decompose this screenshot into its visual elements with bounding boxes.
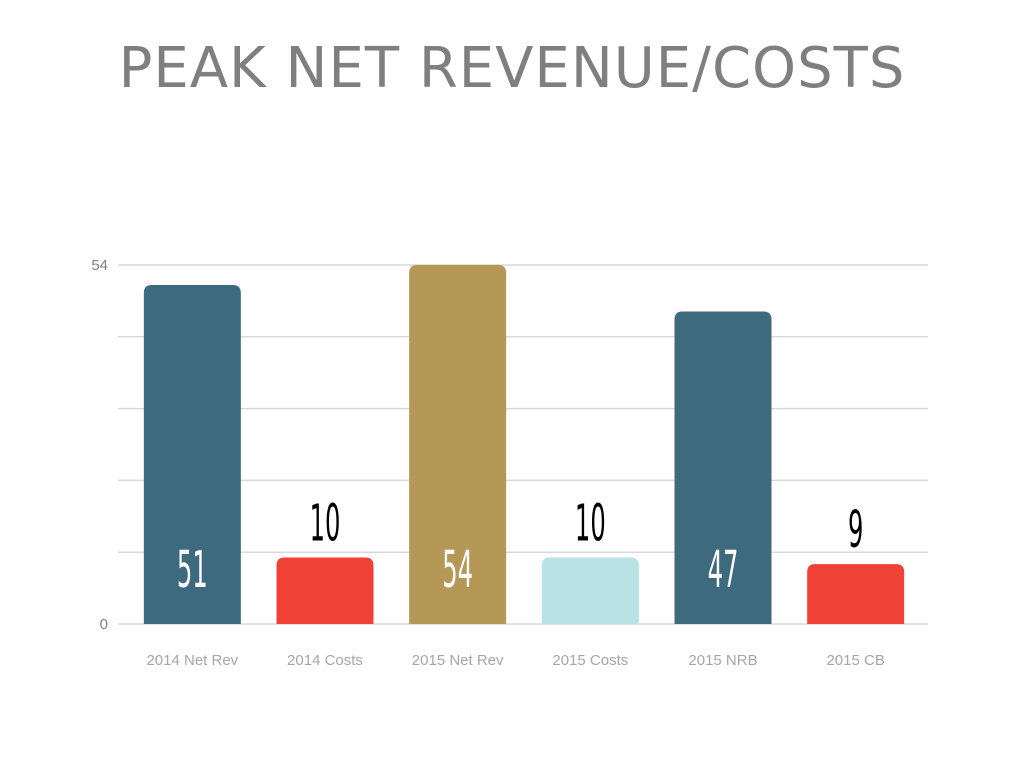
data-label: 10 (310, 495, 341, 554)
chart-title: PEAK NET REVENUE/COSTS (118, 36, 906, 101)
data-label: 10 (575, 495, 606, 554)
data-label: 51 (177, 541, 208, 600)
bar-2014-costs (276, 557, 374, 624)
x-tick-label: 2014 Costs (287, 652, 363, 669)
axis-labels: 0 54 2014 Net Rev 2014 Costs 2015 Net Rev 201… (91, 257, 885, 669)
data-label: 9 (848, 501, 863, 560)
y-tick-label: 0 (100, 616, 108, 633)
x-tick-label: 2015 Costs (552, 652, 628, 669)
bar-2015-cb (807, 564, 905, 624)
bar-2015-nrb (674, 311, 772, 624)
x-tick-label: 2014 Net Rev (146, 652, 238, 669)
x-tick-label: 2015 Net Rev (412, 652, 504, 669)
bar-2014-net-rev (143, 284, 241, 624)
data-label: 54 (442, 541, 473, 600)
y-tick-label: 54 (91, 257, 108, 274)
x-tick-label: 2015 CB (826, 652, 884, 669)
data-labels: 51 10 54 10 47 9 (177, 495, 863, 600)
bar-2015-costs (541, 557, 639, 624)
data-label: 47 (708, 541, 739, 600)
grid-lines (118, 264, 928, 625)
x-tick-label: 2015 NRB (688, 652, 757, 669)
bar-2015-net-rev (409, 265, 507, 624)
bars (143, 265, 905, 624)
